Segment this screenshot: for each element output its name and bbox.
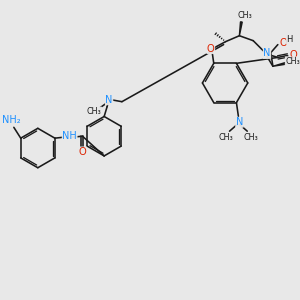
Text: CH₃: CH₃ xyxy=(218,133,233,142)
Text: CH₃: CH₃ xyxy=(244,133,259,142)
Text: O: O xyxy=(79,147,86,157)
Text: N: N xyxy=(263,49,271,58)
Text: CH₃: CH₃ xyxy=(285,57,300,66)
Text: H: H xyxy=(286,35,293,44)
Text: O: O xyxy=(290,50,298,60)
Text: O: O xyxy=(280,38,288,48)
Polygon shape xyxy=(273,62,286,66)
Text: NH: NH xyxy=(62,131,77,141)
Text: CH₃: CH₃ xyxy=(87,107,102,116)
Text: CH₃: CH₃ xyxy=(238,11,253,20)
Text: O: O xyxy=(207,44,215,53)
Polygon shape xyxy=(239,22,242,36)
Text: N: N xyxy=(105,95,113,105)
Text: NH₂: NH₂ xyxy=(2,116,20,125)
Text: N: N xyxy=(236,117,243,127)
